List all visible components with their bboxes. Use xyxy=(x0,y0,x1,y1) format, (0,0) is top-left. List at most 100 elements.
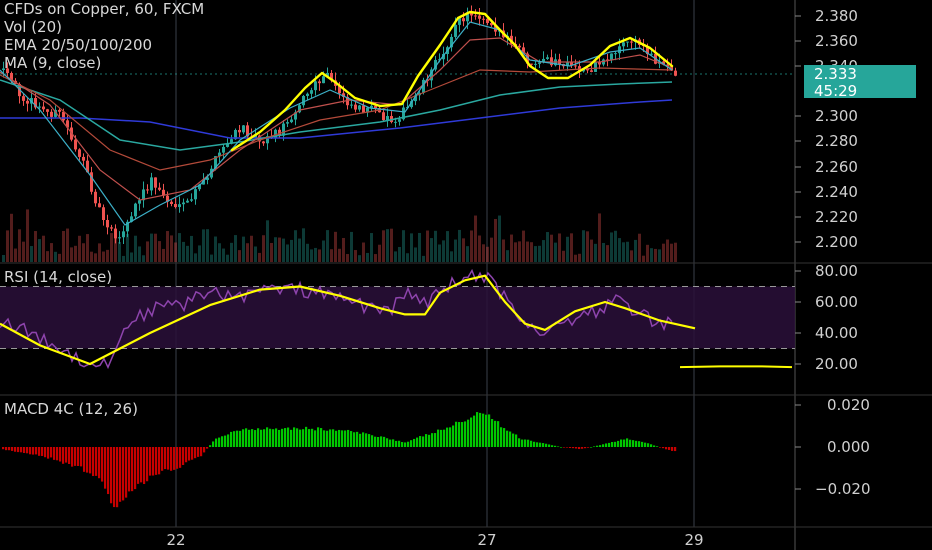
candle-body xyxy=(26,100,29,104)
macd-histogram-bar xyxy=(473,415,476,447)
candle-body xyxy=(138,200,141,204)
macd-histogram-bar xyxy=(191,447,194,460)
volume-bar xyxy=(306,243,309,262)
candle-body xyxy=(606,59,609,61)
macd-histogram-bar xyxy=(326,430,329,447)
macd-histogram-bar xyxy=(479,412,482,447)
candle-body xyxy=(198,184,201,190)
time-tick-label: 29 xyxy=(684,531,703,549)
macd-histogram-bar xyxy=(107,447,110,495)
macd-histogram-bar xyxy=(494,420,497,447)
time-tick-label: 22 xyxy=(166,531,185,549)
volume-bar xyxy=(454,239,457,262)
macd-histogram-bar xyxy=(590,447,593,448)
volume-bar xyxy=(618,238,621,262)
volume-bar xyxy=(330,249,333,262)
volume-bar xyxy=(478,235,481,262)
macd-histogram-bar xyxy=(341,430,344,447)
macd-histogram-bar xyxy=(146,447,149,482)
candle-body xyxy=(306,93,309,96)
candle-body xyxy=(666,64,669,67)
candle-body xyxy=(338,85,341,94)
volume-bar xyxy=(158,241,161,262)
volume-bar xyxy=(266,220,269,262)
volume-bar xyxy=(250,235,253,262)
candle-body xyxy=(238,129,241,133)
macd-histogram-bar xyxy=(452,425,455,447)
candle-body xyxy=(542,58,545,63)
chart-legend[interactable]: CFDs on Copper, 60, FXCM Vol (20) EMA 20… xyxy=(4,0,204,72)
symbol-title[interactable]: CFDs on Copper, 60, FXCM xyxy=(4,0,205,18)
macd-histogram-bar xyxy=(548,444,551,447)
macd-histogram-bar xyxy=(551,445,554,447)
volume-study-label[interactable]: Vol (20) xyxy=(4,18,63,36)
macd-histogram-bar xyxy=(245,428,248,447)
volume-bar xyxy=(622,242,625,262)
volume-bar xyxy=(246,243,249,262)
volume-bar xyxy=(634,239,637,262)
volume-bar xyxy=(150,233,153,262)
candle-body xyxy=(410,101,413,108)
candle-body xyxy=(302,95,305,106)
volume-bar xyxy=(562,250,565,262)
candle-body xyxy=(218,152,221,157)
candle-body xyxy=(546,57,549,59)
volume-bar xyxy=(2,254,5,262)
macd-histogram-bar xyxy=(449,427,452,447)
candle-body xyxy=(242,125,245,133)
volume-bar xyxy=(90,251,93,262)
candle-body xyxy=(118,237,121,239)
macd-histogram-bar xyxy=(584,447,587,449)
macd-histogram-bar xyxy=(425,434,428,447)
macd-histogram-bar xyxy=(380,436,383,447)
macd-histogram-bar xyxy=(368,434,371,447)
ma-study-label[interactable]: MA (9, close) xyxy=(4,54,102,72)
macd-study-label[interactable]: MACD 4C (12, 26) xyxy=(4,400,138,418)
volume-bar xyxy=(458,229,461,262)
macd-histogram-bar xyxy=(659,447,662,448)
macd-histogram-bar xyxy=(545,443,548,447)
macd-histogram-bar xyxy=(503,428,506,447)
macd-histogram-bar xyxy=(314,430,317,447)
volume-bar xyxy=(514,242,517,262)
candle-body xyxy=(82,156,85,161)
macd-histogram-bar xyxy=(164,447,167,470)
rsi-study-label[interactable]: RSI (14, close) xyxy=(4,268,113,286)
volume-bar xyxy=(550,234,553,262)
macd-histogram-bar xyxy=(209,445,212,447)
macd-histogram-bar xyxy=(464,421,467,447)
volume-bar xyxy=(290,239,293,262)
volume-bar xyxy=(178,233,181,262)
volume-bar xyxy=(262,235,265,262)
price-axis[interactable]: 2.3802.3602.3402.3002.2802.2602.2402.220… xyxy=(166,7,870,549)
volume-bar xyxy=(594,243,597,262)
macd-histogram-bar xyxy=(650,444,653,447)
candle-body xyxy=(462,18,465,22)
macd-histogram-bar xyxy=(215,438,218,447)
volume-bar xyxy=(78,235,81,262)
macd-histogram-bar xyxy=(635,440,638,447)
macd-histogram-bar xyxy=(266,427,269,447)
candle-body xyxy=(614,53,617,55)
macd-histogram-bar xyxy=(497,421,500,447)
candle-body xyxy=(166,195,169,202)
volume-bar xyxy=(10,213,13,262)
volume-bar xyxy=(94,253,97,262)
candle-body xyxy=(490,22,493,26)
volume-bar xyxy=(130,252,133,262)
candle-body xyxy=(398,119,401,122)
candle-body xyxy=(122,231,125,238)
volume-bar xyxy=(218,243,221,262)
candle-body xyxy=(278,129,281,136)
candle-body xyxy=(550,57,553,66)
candle-body xyxy=(574,65,577,67)
macd-histogram-bar xyxy=(407,441,410,447)
macd-histogram-bar xyxy=(560,447,563,448)
volume-bar xyxy=(602,242,605,262)
macd-tick-label: 0.020 xyxy=(827,396,870,414)
candle-body xyxy=(154,177,157,188)
macd-histogram-bar xyxy=(458,422,461,447)
candle-body xyxy=(226,143,229,147)
ema-study-label[interactable]: EMA 20/50/100/200 xyxy=(4,36,153,54)
